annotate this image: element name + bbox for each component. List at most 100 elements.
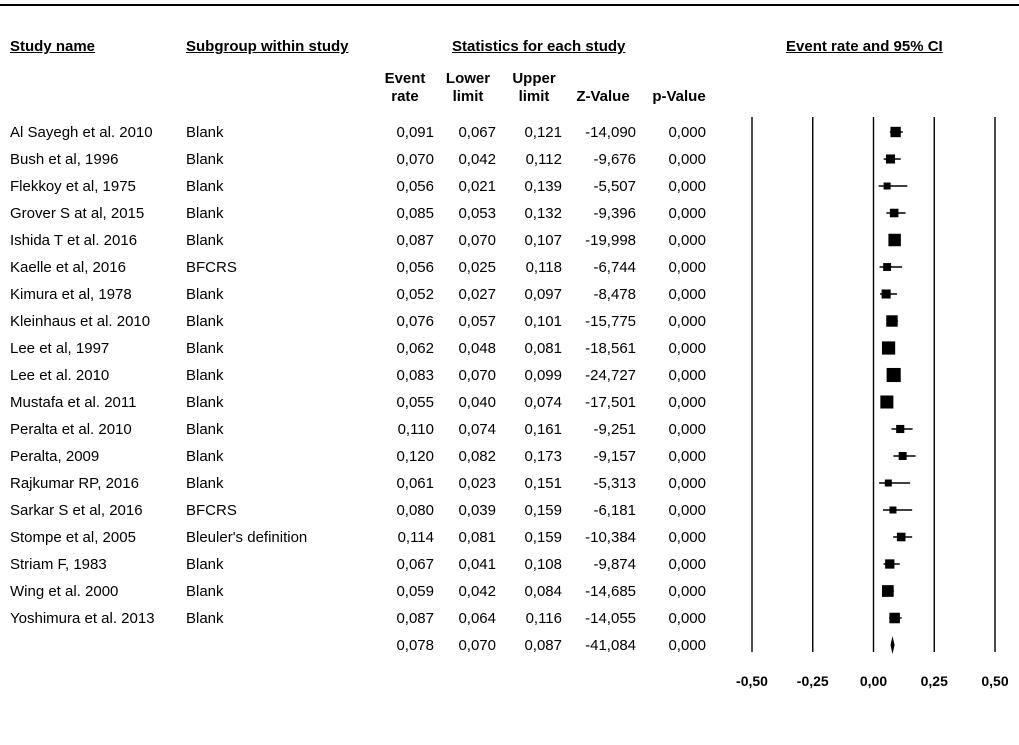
- point-marker: [888, 233, 901, 247]
- point-marker: [881, 585, 894, 597]
- cell-rate: 0,062: [396, 340, 434, 357]
- cell-upper: 0,099: [524, 367, 562, 384]
- cell-rate: 0,110: [397, 421, 434, 438]
- cell-lower: 0,042: [458, 151, 496, 168]
- col-header-event-rate: Event rate: [384, 70, 426, 105]
- cell-upper: 0,087: [524, 637, 562, 654]
- cell-rate: 0,087: [396, 232, 434, 249]
- cell-rate: 0,120: [396, 448, 434, 465]
- cell-study: Kimura et al, 1978: [10, 286, 132, 303]
- point-marker: [885, 154, 896, 164]
- cell-p: 0,000: [668, 259, 706, 276]
- cell-rate: 0,056: [396, 178, 434, 195]
- cell-rate: 0,052: [396, 286, 434, 303]
- cell-study: Peralta et al. 2010: [10, 421, 132, 438]
- cell-rate: 0,055: [396, 394, 434, 411]
- x-tick-label: 0,25: [920, 673, 948, 689]
- cell-rate: 0,078: [396, 637, 434, 654]
- cell-upper: 0,107: [524, 232, 562, 249]
- cell-subgroup: Blank: [186, 232, 224, 249]
- cell-subgroup: Blank: [186, 583, 224, 600]
- cell-p: 0,000: [668, 556, 706, 573]
- cell-z: -10,384: [585, 529, 636, 546]
- cell-p: 0,000: [668, 529, 706, 546]
- col-header-p-value: p-Value: [652, 88, 706, 105]
- cell-p: 0,000: [668, 313, 706, 330]
- cell-lower: 0,064: [458, 610, 496, 627]
- cell-upper: 0,108: [524, 556, 562, 573]
- cell-upper: 0,139: [524, 178, 562, 195]
- header-study-name: Study name: [10, 38, 96, 55]
- cell-upper: 0,074: [524, 394, 562, 411]
- cell-lower: 0,041: [458, 556, 496, 573]
- cell-p: 0,000: [668, 583, 706, 600]
- cell-study: Lee et al. 2010: [10, 367, 110, 384]
- cell-z: -5,507: [593, 178, 636, 195]
- cell-rate: 0,085: [396, 205, 434, 222]
- cell-p: 0,000: [668, 151, 706, 168]
- cell-p: 0,000: [668, 637, 706, 654]
- cell-z: -14,055: [585, 610, 636, 627]
- cell-study: Kleinhaus et al. 2010: [10, 313, 151, 330]
- cell-lower: 0,048: [458, 340, 496, 357]
- cell-rate: 0,076: [396, 313, 434, 330]
- cell-lower: 0,074: [458, 421, 496, 438]
- cell-lower: 0,040: [458, 394, 496, 411]
- cell-rate: 0,067: [396, 556, 434, 573]
- cell-p: 0,000: [668, 610, 706, 627]
- cell-study: Peralta, 2009: [10, 448, 100, 465]
- cell-lower: 0,067: [458, 124, 496, 141]
- cell-z: -9,676: [593, 151, 636, 168]
- cell-rate: 0,059: [396, 583, 434, 600]
- point-marker: [885, 559, 895, 569]
- x-tick-label: -0,50: [736, 673, 768, 689]
- cell-study: Ishida T et al. 2016: [10, 232, 138, 249]
- cell-rate: 0,087: [396, 610, 434, 627]
- cell-upper: 0,121: [524, 124, 562, 141]
- point-marker: [896, 424, 905, 434]
- cell-z: -9,874: [593, 556, 636, 573]
- cell-p: 0,000: [668, 340, 706, 357]
- cell-z: -15,775: [585, 313, 636, 330]
- cell-subgroup: Blank: [186, 340, 224, 357]
- cell-rate: 0,056: [396, 259, 434, 276]
- cell-lower: 0,081: [458, 529, 496, 546]
- cell-subgroup: Blank: [186, 151, 224, 168]
- cell-lower: 0,053: [458, 205, 496, 222]
- cell-subgroup: Blank: [186, 448, 224, 465]
- cell-upper: 0,081: [524, 340, 562, 357]
- cell-upper: 0,116: [525, 610, 562, 627]
- point-marker: [889, 612, 900, 624]
- x-tick-label: 0,50: [981, 673, 1009, 689]
- cell-upper: 0,161: [524, 421, 562, 438]
- cell-subgroup: Blank: [186, 610, 224, 627]
- cell-p: 0,000: [668, 232, 706, 249]
- cell-study: Stompe et al, 2005: [10, 529, 136, 546]
- cell-lower: 0,070: [458, 367, 496, 384]
- point-marker: [890, 126, 901, 138]
- cell-lower: 0,023: [458, 475, 496, 492]
- cell-p: 0,000: [668, 448, 706, 465]
- cell-subgroup: Blank: [186, 178, 224, 195]
- cell-z: -9,396: [593, 205, 636, 222]
- cell-upper: 0,101: [524, 313, 562, 330]
- cell-lower: 0,025: [458, 259, 496, 276]
- cell-study: Bush et al, 1996: [10, 151, 119, 168]
- cell-p: 0,000: [668, 475, 706, 492]
- point-marker: [896, 532, 906, 542]
- cell-z: -17,501: [585, 394, 636, 411]
- cell-lower: 0,042: [458, 583, 496, 600]
- cell-z: -5,313: [593, 475, 636, 492]
- cell-study: Kaelle et al, 2016: [10, 259, 126, 276]
- cell-study: Flekkoy et al, 1975: [10, 178, 136, 195]
- cell-p: 0,000: [668, 421, 706, 438]
- cell-p: 0,000: [668, 502, 706, 519]
- cell-p: 0,000: [668, 178, 706, 195]
- cell-z: -24,727: [585, 367, 636, 384]
- header-statistics: Statistics for each study: [452, 38, 626, 55]
- point-marker: [883, 263, 892, 271]
- top-rule: [0, 4, 1019, 6]
- cell-upper: 0,132: [524, 205, 562, 222]
- cell-z: -18,561: [585, 340, 636, 357]
